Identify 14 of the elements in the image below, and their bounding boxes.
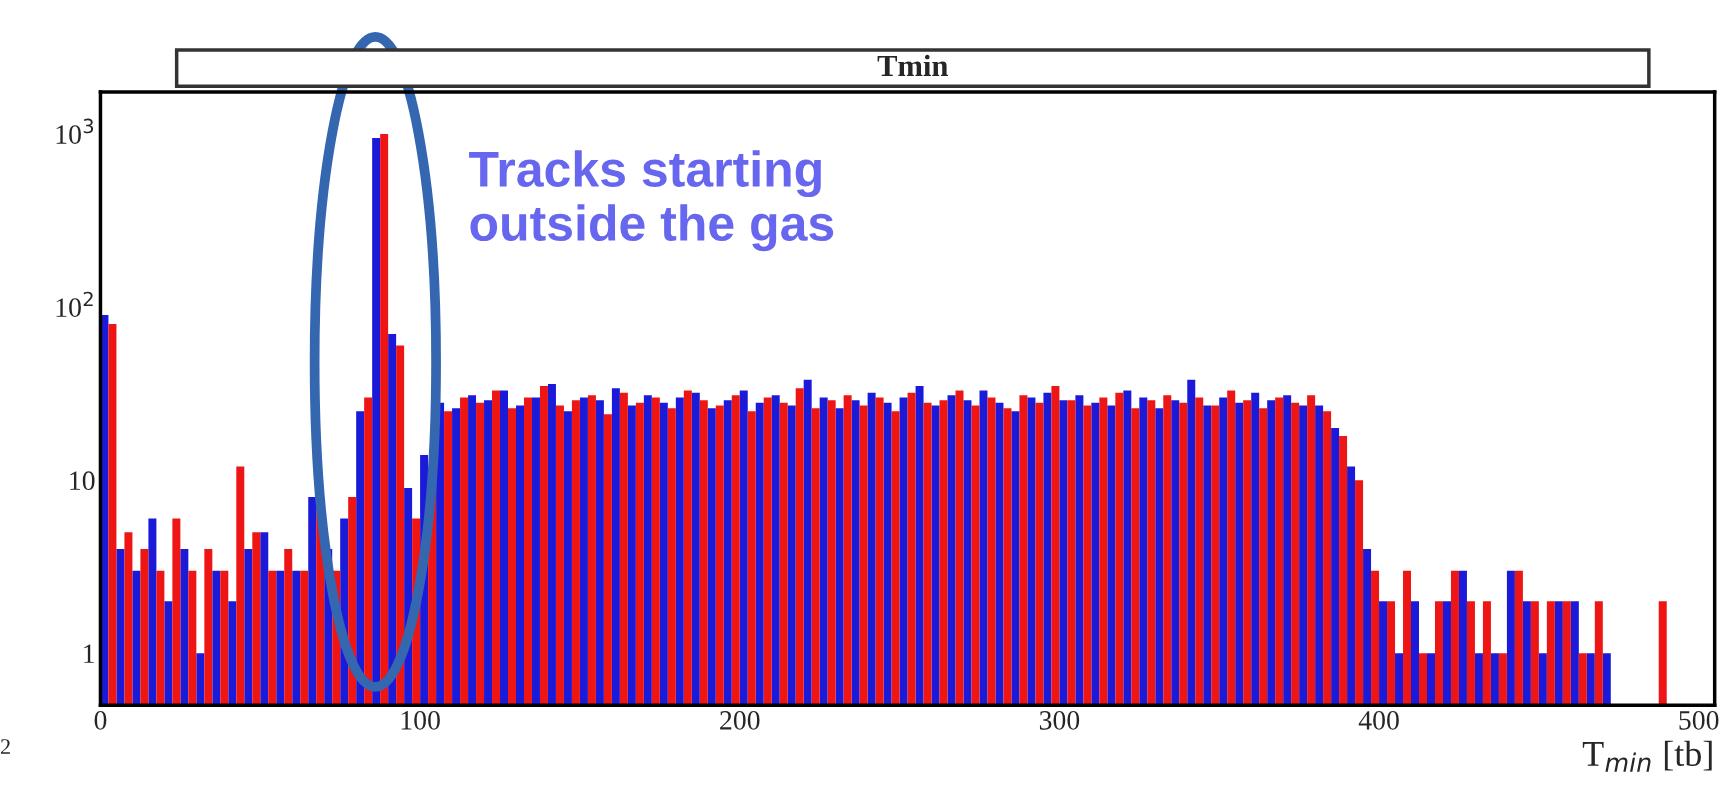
x-tick-label: 400 — [1358, 710, 1399, 730]
x-tick-label: 300 — [1039, 710, 1080, 730]
text: 2 — [0, 739, 10, 754]
x-tick-label: 0 — [94, 710, 107, 730]
x-tick-label: 200 — [720, 710, 760, 730]
x-tick-label: 500 — [1679, 710, 1719, 730]
x-axis-title: T$_{min}$ [tb] — [1582, 740, 1712, 772]
y-tick-label: 10 — [70, 471, 95, 491]
chart-title: Tmin — [877, 54, 948, 76]
annotation: Tracks starting outside the gas — [469, 150, 834, 252]
y-tick-label: 1 — [84, 644, 94, 663]
x-tick-label: 100 — [401, 710, 440, 730]
y-tick-label: 10$^{2}$ — [56, 291, 93, 317]
y-tick-label: 10$^{3}$ — [56, 118, 94, 144]
